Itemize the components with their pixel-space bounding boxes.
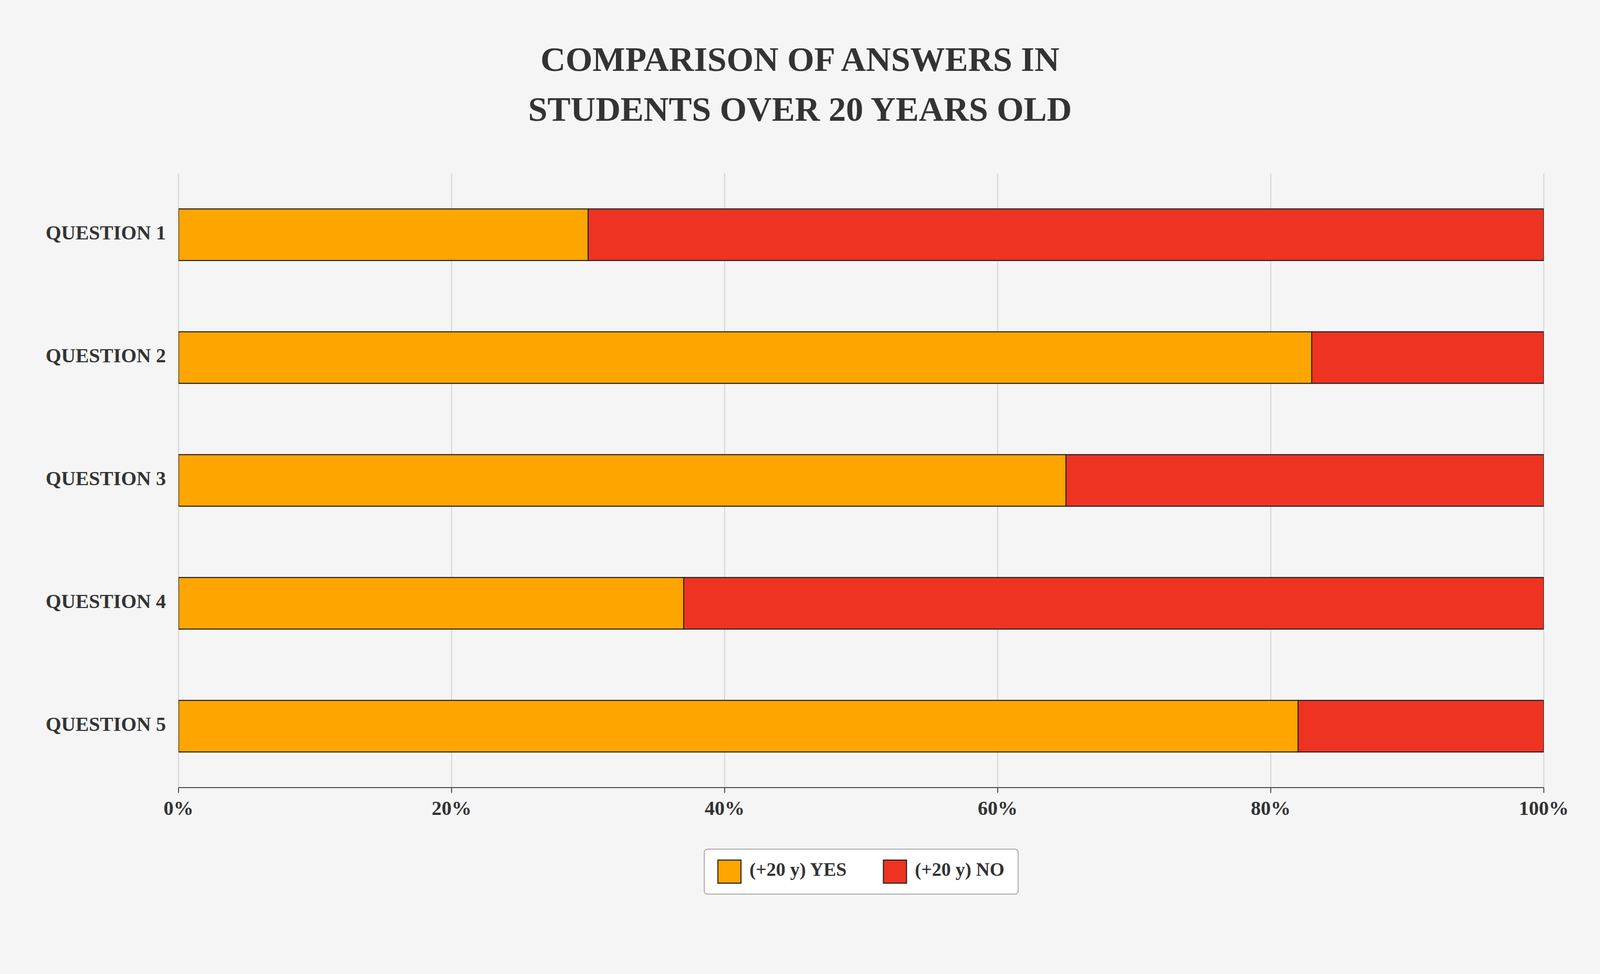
bar <box>178 454 1066 507</box>
legend-swatch <box>717 860 741 884</box>
category-label: QUESTION 1 <box>45 221 166 244</box>
tick-label: 0% <box>163 797 194 820</box>
grid <box>178 173 1544 788</box>
background <box>0 0 1600 974</box>
tick-label: 80% <box>1250 797 1291 820</box>
legend: (+20 y) YES (+20 y) NO <box>704 849 1019 895</box>
category-label: QUESTION 2 <box>45 344 166 367</box>
tick-mark <box>1270 787 1272 793</box>
category-label: QUESTION 4 <box>45 590 166 613</box>
tick-label: 100% <box>1519 797 1570 820</box>
legend-frame <box>704 849 1019 895</box>
bar <box>178 331 1312 384</box>
tick-mark <box>997 787 999 793</box>
bar <box>178 577 684 630</box>
bar <box>178 208 589 261</box>
axis-line <box>178 787 1544 789</box>
tick-label: 60% <box>977 797 1018 820</box>
title: COMPARISON OF ANSWERS IN <box>540 39 1060 79</box>
subtitle: STUDENTS OVER 20 YEARS OLD <box>528 89 1072 129</box>
bar <box>1065 454 1544 507</box>
tick-mark <box>1543 787 1545 793</box>
bars <box>178 208 1544 752</box>
tick-mark <box>451 787 453 793</box>
bar <box>683 577 1544 630</box>
legend-swatch <box>883 860 907 884</box>
chart: COMPARISON OF ANSWERS IN STUDENTS OVER 20… <box>0 0 1600 974</box>
bar <box>588 208 1544 261</box>
bar <box>1311 331 1544 384</box>
category-label: QUESTION 3 <box>45 467 166 490</box>
category-label: QUESTION 5 <box>45 713 166 736</box>
tick-mark <box>178 787 180 793</box>
tick-label: 40% <box>704 797 745 820</box>
x-axis: 0% 20% 40% 60% 80% 100% <box>163 787 1570 820</box>
bar <box>1298 700 1544 752</box>
y-axis: QUESTION 1 QUESTION 2 QUESTION 3 QUESTION 4… <box>45 221 166 736</box>
legend-label: (+20 y) YES <box>749 859 847 881</box>
tick-mark <box>724 787 726 793</box>
legend-label: (+20 y) NO <box>914 859 1005 881</box>
tick-label: 20% <box>431 797 472 820</box>
bar <box>178 700 1299 752</box>
